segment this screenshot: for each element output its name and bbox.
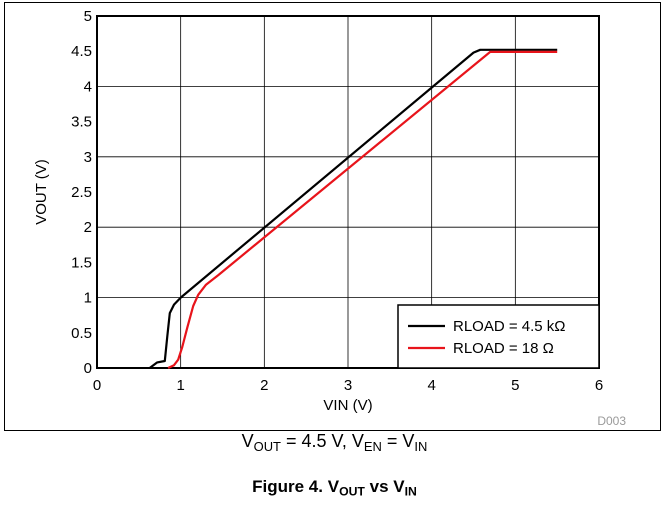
y-tick-label: 1 <box>84 290 92 307</box>
y-tick-label: 2 <box>84 219 92 236</box>
x-tick-label: 0 <box>93 377 101 394</box>
figure-code: D003 <box>597 414 626 428</box>
x-tick-label: 4 <box>427 377 435 394</box>
series-line-1 <box>149 48 558 369</box>
caption-mid: vs <box>364 477 394 496</box>
caption-v1: V <box>327 477 340 496</box>
legend-entry: RLOAD = 4.5 kΩ <box>453 318 566 335</box>
x-axis-label: VIN (V) <box>323 397 372 414</box>
cond-vout-sub: OUT <box>253 438 281 454</box>
legend-box <box>397 304 600 369</box>
y-axis-label: VOUT (V) <box>33 159 50 225</box>
cond-vout: V <box>241 431 254 451</box>
cond-vin: V <box>402 431 415 451</box>
figure-frame <box>4 2 661 431</box>
x-tick-label: 2 <box>260 377 268 394</box>
caption-v2-sub: IN <box>404 484 417 499</box>
x-tick-label: 5 <box>511 377 519 394</box>
cond-vout-value: = 4.5 V, <box>280 431 352 451</box>
y-tick-label: 2.5 <box>71 184 92 201</box>
y-tick-label: 4 <box>84 78 92 95</box>
caption-v1-sub: OUT <box>339 484 365 499</box>
cond-eq: = <box>381 431 403 451</box>
y-tick-label: 0 <box>84 360 92 377</box>
y-tick-label: 3 <box>84 149 92 166</box>
x-tick-label: 1 <box>176 377 184 394</box>
test-conditions: VOUT = 4.5 V, VEN = VIN <box>0 431 669 454</box>
y-tick-label: 0.5 <box>71 325 92 342</box>
cond-ven-sub: EN <box>363 438 382 454</box>
y-tick-label: 3.5 <box>71 114 92 131</box>
caption-prefix: Figure 4. <box>252 477 328 496</box>
y-tick-label: 5 <box>84 8 92 25</box>
plot-area <box>96 15 600 369</box>
cond-ven: V <box>351 431 364 451</box>
legend-entry: RLOAD = 18 Ω <box>453 340 554 357</box>
x-tick-label: 6 <box>595 377 603 394</box>
figure-caption: Figure 4. VOUT vs VIN <box>0 477 669 499</box>
y-tick-label: 1.5 <box>71 254 92 271</box>
cond-vin-sub: IN <box>414 438 428 454</box>
caption-v2: V <box>393 477 405 496</box>
series-line-2 <box>167 50 558 369</box>
y-tick-label: 4.5 <box>71 43 92 60</box>
x-tick-label: 3 <box>344 377 352 394</box>
vout-vs-vin-chart: 0 0.5 1 1.5 2 2.5 3 3.5 4 4.5 5 0 1 2 3 4 5 6 VIN (V) VOUT … <box>33 8 626 428</box>
